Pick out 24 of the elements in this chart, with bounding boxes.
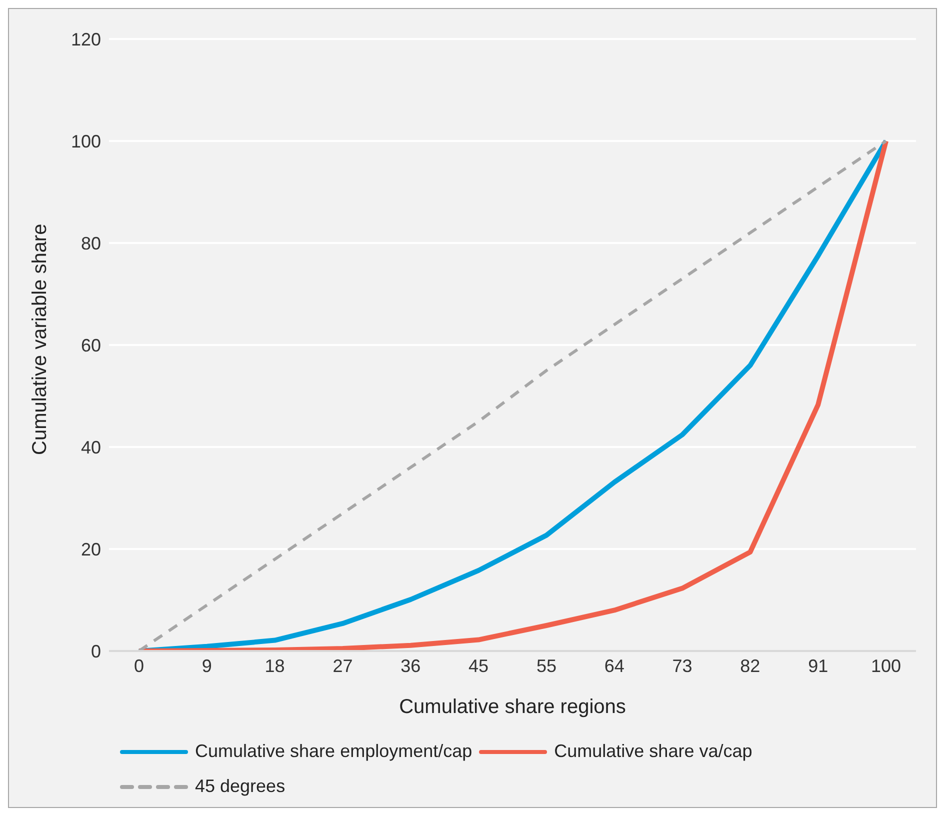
x-tick-label: 0 [134,656,144,676]
y-tick-label: 20 [80,539,101,560]
x-tick-label: 82 [740,656,760,676]
x-tick-label: 36 [400,656,421,676]
y-tick-label: 100 [70,131,101,152]
x-tick-label: 45 [468,656,489,676]
x-tick-label: 55 [536,656,556,676]
y-tick-label: 0 [90,641,101,662]
x-tick-label: 27 [332,656,353,676]
x-axis-title: Cumulative share regions [399,696,626,718]
y-tick-label: 40 [80,437,101,458]
y-tick-label: 60 [80,335,101,356]
y-axis-title: Cumulative variable share [29,224,52,455]
x-tick-label: 64 [604,656,624,676]
x-tick-label: 91 [808,656,828,676]
x-tick-label: 18 [264,656,285,676]
y-tick-label: 120 [70,29,101,50]
legend-label: Cumulative share va/cap [554,741,752,762]
x-tick-label: 9 [202,656,212,676]
x-tick-label: 73 [672,656,692,676]
y-tick-label: 80 [80,233,101,254]
legend-label: Cumulative share employment/cap [195,741,472,762]
legend-label: 45 degrees [195,776,286,797]
x-tick-label: 100 [870,656,902,676]
